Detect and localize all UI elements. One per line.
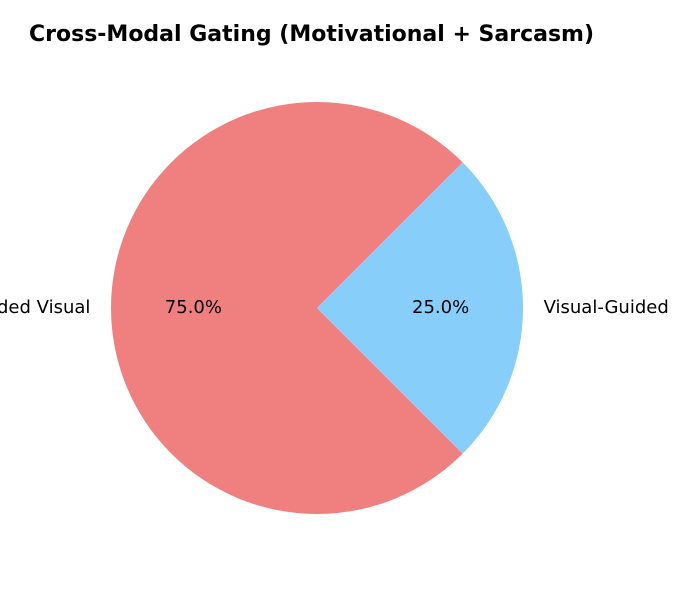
chart-title: Cross-Modal Gating (Motivational + Sarca… [29,22,594,47]
slice-label: Text-Guided Visual [0,297,90,318]
pie-slice-text-guided-visual [111,101,463,514]
slice-percentage-label: 25.0% [412,297,469,318]
pie-slices [111,101,523,514]
pie-slice-visual-guided-text [317,162,523,454]
slice-label: Visual-Guided Text [544,297,674,318]
slice-percentage-label: 75.0% [165,297,222,318]
pie-labels: Text-Guided Visual 75.0% Visual-Guided Tex… [0,297,674,318]
